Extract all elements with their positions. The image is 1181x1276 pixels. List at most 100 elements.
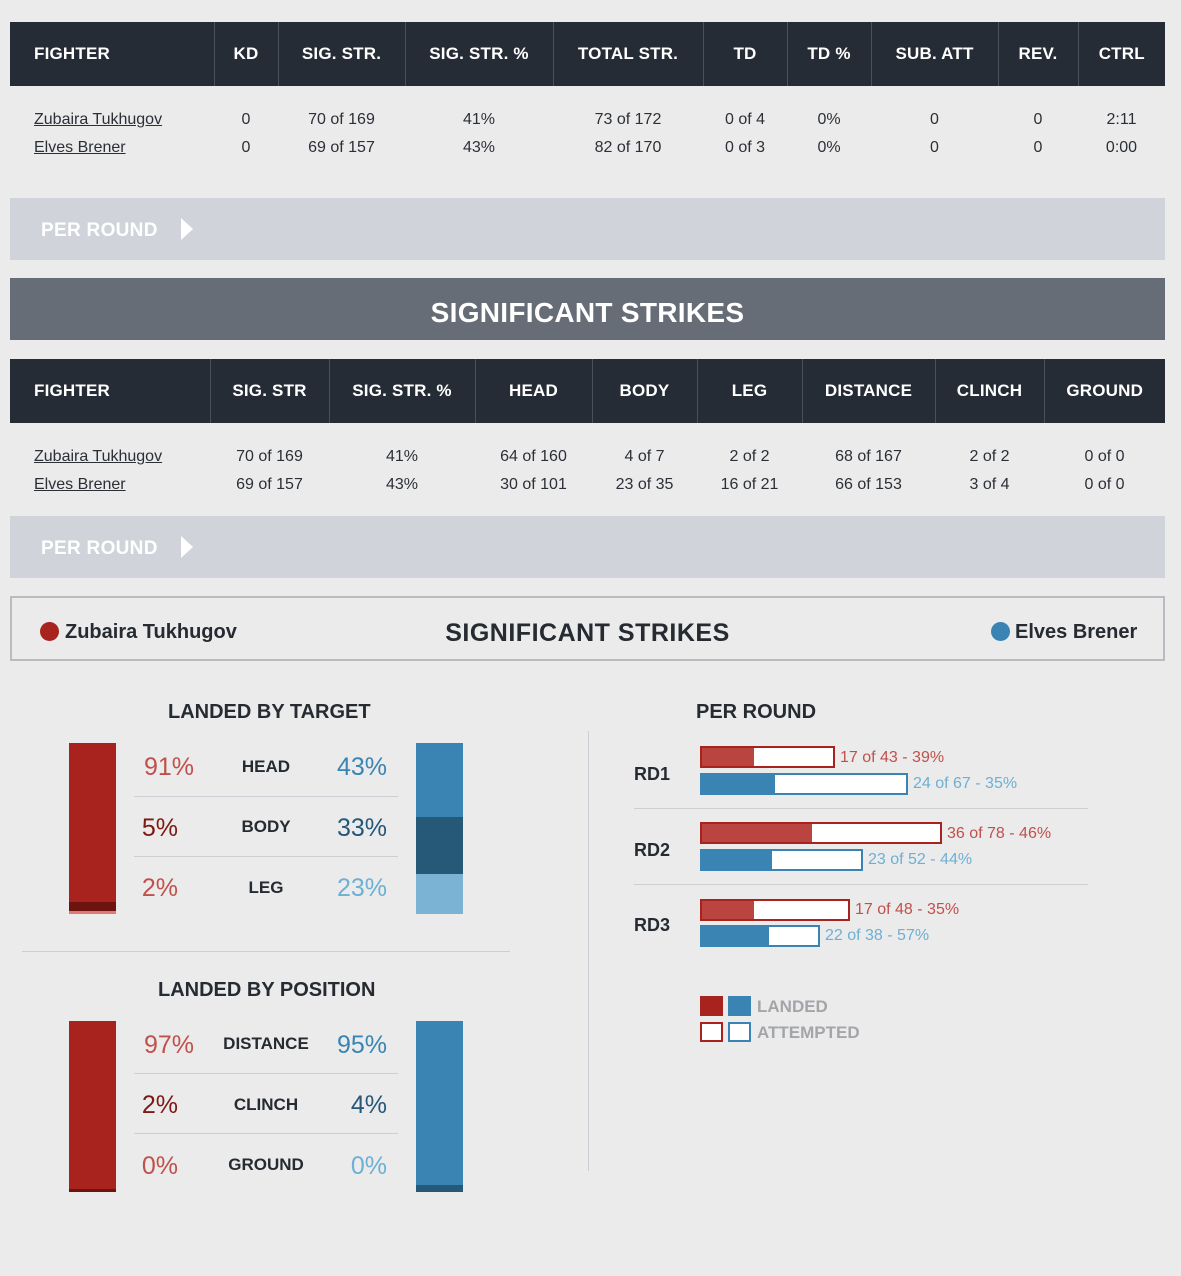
cell: 2:11 (1106, 111, 1137, 128)
legend-title: SIGNIFICANT STRIKES (445, 619, 730, 647)
position-ground-label: GROUND (228, 1155, 304, 1174)
round-2-bar-f2 (700, 849, 863, 871)
round-1-text-f1: 17 of 43 - 39% (840, 749, 945, 766)
fighter-link[interactable]: Zubaira Tukhugov (34, 448, 163, 465)
landed-fill (702, 775, 775, 793)
table-row: Elves Brener 0 69 of 157 43% 82 of 170 0… (10, 134, 1165, 162)
col-sig-str: SIG. STR. (277, 22, 405, 86)
legend-fighter1: Zubaira Tukhugov (65, 621, 237, 643)
attempted-blue-swatch (728, 1022, 751, 1042)
section-divider (22, 951, 510, 952)
position-f1-segment-clinch (69, 1189, 116, 1192)
cell: 68 of 167 (835, 448, 902, 465)
cell: 0 of 0 (1084, 476, 1125, 493)
section-title: SIGNIFICANT STRIKES (10, 278, 1165, 340)
col-sub-att: SUB. ATT (870, 22, 998, 86)
target-f2-segment-head (416, 743, 463, 817)
fighter-link[interactable]: Elves Brener (34, 139, 126, 156)
target-f2-segment-leg (416, 874, 463, 914)
landed-blue-swatch (728, 996, 751, 1016)
landed-fill (702, 851, 772, 869)
target-f1-segment-body (69, 902, 116, 911)
col-kd: KD (213, 22, 278, 86)
target-head-pct-f1: 91% (143, 753, 194, 781)
landed-fill (702, 748, 754, 766)
target-f1-segment-leg (69, 911, 116, 914)
target-bar-fighter1 (69, 743, 116, 914)
round-3-bar-f2 (700, 925, 820, 947)
target-body-label: BODY (241, 817, 291, 836)
position-clinch-pct-f2: 4% (350, 1091, 387, 1119)
attempted-red-swatch (700, 1022, 723, 1042)
col-leg: LEG (696, 359, 802, 423)
divider (634, 808, 1088, 809)
cell: 0:00 (1105, 139, 1138, 156)
position-bar-fighter1 (69, 1021, 116, 1192)
cell: 69 of 157 (308, 139, 375, 156)
cell: 69 of 157 (236, 476, 303, 493)
cell: 43% (462, 139, 496, 156)
position-f2-segment-clinch (416, 1185, 463, 1192)
cell: 4 of 7 (624, 448, 665, 465)
position-f1-segment-distance (69, 1021, 116, 1189)
position-clinch-pct-f1: 2% (141, 1091, 178, 1119)
per-round-label: PER ROUND (41, 538, 158, 559)
cell: 23 of 35 (615, 476, 674, 493)
cell: 73 of 172 (594, 111, 662, 128)
per-round-toggle-totals[interactable]: PER ROUND (10, 198, 1165, 260)
landed-by-position-title: LANDED BY POSITION (158, 979, 376, 1001)
target-head-pct-f2: 43% (336, 753, 387, 781)
round-3-bar-f1 (700, 899, 850, 921)
col-distance: DISTANCE (801, 359, 935, 423)
key-landed-label: LANDED (757, 997, 828, 1016)
red-dot-icon (40, 622, 59, 641)
cell: 2 of 2 (729, 448, 770, 465)
col-ctrl: CTRL (1077, 22, 1165, 86)
chevron-right-icon (181, 536, 193, 558)
chevron-right-icon (181, 218, 193, 240)
round-2-text-f1: 36 of 78 - 46% (947, 825, 1052, 842)
col-td: TD (702, 22, 787, 86)
cell: 70 of 169 (236, 448, 303, 465)
landed-by-target-title: LANDED BY TARGET (168, 701, 371, 723)
cell: 64 of 160 (500, 448, 567, 465)
fighter-link[interactable]: Zubaira Tukhugov (34, 111, 163, 128)
round-3-text-f2: 22 of 38 - 57% (825, 927, 930, 944)
target-head-label: HEAD (241, 757, 291, 776)
cell: 0 (1033, 139, 1043, 156)
totals-table: FIGHTER KD SIG. STR. SIG. STR. % TOTAL S… (10, 22, 1165, 162)
cell: 0 (930, 111, 939, 128)
position-ground-pct-f2: 0% (350, 1152, 387, 1180)
position-ground-pct-f1: 0% (141, 1152, 178, 1180)
landed-fill (702, 824, 812, 842)
col-total-str: TOTAL STR. (552, 22, 703, 86)
divider (134, 796, 398, 797)
target-leg-label: LEG (248, 878, 284, 897)
landed-fill (702, 927, 769, 945)
position-distance-pct-f1: 97% (143, 1031, 194, 1059)
col-rev: REV. (997, 22, 1078, 86)
round-2-text-f2: 23 of 52 - 44% (868, 851, 973, 868)
divider (134, 1133, 398, 1134)
landed-fill (702, 901, 754, 919)
per-round-toggle-sig[interactable]: PER ROUND (10, 516, 1165, 578)
position-clinch-label: CLINCH (233, 1095, 299, 1114)
cell: 30 of 101 (500, 476, 567, 493)
divider (134, 1073, 398, 1074)
cell: 0 of 0 (1084, 448, 1125, 465)
cell: 66 of 153 (835, 476, 902, 493)
table-row: Zubaira Tukhugov 0 70 of 169 41% 73 of 1… (10, 106, 1165, 134)
position-f2-segment-distance (416, 1021, 463, 1185)
fighter-link[interactable]: Elves Brener (34, 476, 126, 493)
key-attempted-label: ATTEMPTED (757, 1023, 860, 1042)
cell: 82 of 170 (594, 139, 662, 156)
col-sig-str-pct: SIG. STR. % (328, 359, 475, 423)
cell: 0 of 3 (724, 139, 766, 156)
col-clinch: CLINCH (934, 359, 1044, 423)
position-distance-label: DISTANCE (223, 1034, 309, 1053)
sig-header-row: FIGHTER SIG. STR SIG. STR. % HEAD BODY L… (10, 359, 1165, 423)
per-round-label: PER ROUND (41, 220, 158, 241)
round-label: RD2 (634, 840, 671, 860)
blue-dot-icon (991, 622, 1010, 641)
col-td-pct: TD % (786, 22, 871, 86)
